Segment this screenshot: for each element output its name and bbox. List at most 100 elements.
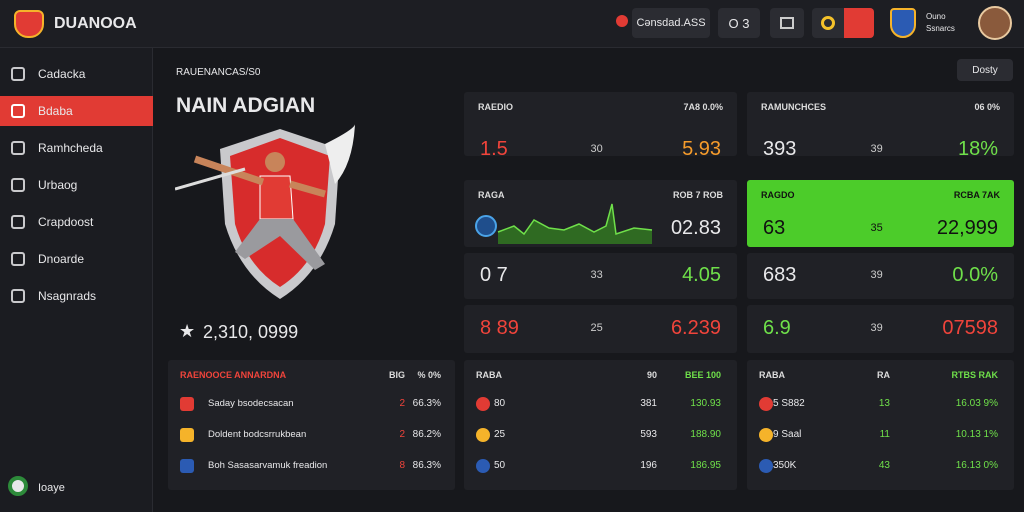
toggle-button[interactable] — [812, 8, 874, 38]
action-button[interactable]: Dosty — [957, 59, 1013, 81]
nav-item[interactable]: Ramhcheda — [0, 133, 153, 163]
nav-item[interactable]: Crapdoost — [0, 207, 153, 237]
card-label: RAEDIO — [478, 102, 514, 112]
breadcrumb: RAUENANCAS/S0 — [176, 67, 261, 78]
card-value: 0 7 — [480, 264, 508, 286]
table-cell[interactable]: Boh Sasasarvamuk freadion — [208, 460, 328, 471]
counter[interactable]: O 3 — [718, 8, 760, 38]
spark-line — [497, 203, 653, 236]
avatar[interactable] — [978, 6, 1012, 40]
table-cell: 43 — [878, 460, 890, 471]
brand: DUANOOA — [54, 15, 137, 32]
table-panel: RABA 90 BEE 100 80 381 130.93 25 593 188.90 50 196… — [464, 360, 737, 490]
table-cell[interactable]: 350K — [773, 460, 797, 471]
search-button[interactable]: Cənsdad.ASS — [632, 8, 710, 38]
card-meta: ROB 7 ROB — [672, 190, 723, 200]
stat-card: 8 89 25 6.239 — [464, 305, 737, 353]
card-value: 30 — [590, 143, 603, 155]
card-value: 39 — [870, 322, 883, 334]
column-header: 90 — [646, 370, 657, 380]
table-cell[interactable]: 9 Saal — [773, 429, 802, 440]
nav-item[interactable]: Cadacka — [0, 59, 153, 89]
table-cell: 196 — [640, 460, 657, 471]
card-value: 25 — [590, 322, 603, 334]
stat-card: RAGDO RCBA 7AK 63 35 22,999 — [747, 180, 1014, 247]
card-value: 22,999 — [936, 216, 998, 239]
nav-icon — [11, 104, 25, 118]
table-cell[interactable]: 5 S882 — [773, 398, 805, 409]
card-value: 35 — [870, 221, 883, 234]
card-value: 393 — [763, 138, 797, 160]
row-icon — [180, 428, 194, 442]
table-cell: 16.13 0% — [955, 460, 998, 471]
table-title: RABA — [759, 370, 785, 380]
column-header: BEE 100 — [684, 370, 721, 380]
sidebar: Ioaye Cadacka Bdaba Ramhcheda Urbaog Crapdoo… — [0, 48, 153, 512]
table-cell[interactable]: Saday bsodecsacan — [208, 398, 294, 409]
sparkline — [475, 203, 653, 244]
row-icon — [759, 459, 773, 473]
legs — [235, 219, 325, 270]
calendar-button[interactable] — [770, 8, 804, 38]
card-value: 33 — [590, 269, 603, 281]
nav-icon — [11, 289, 25, 303]
table-cell[interactable]: 50 — [494, 460, 506, 471]
sidebar-footer[interactable]: Ioaye — [38, 482, 65, 494]
torso — [259, 175, 294, 220]
card-value: 4.05 — [682, 264, 721, 286]
card-value: 07598 — [942, 317, 998, 339]
card-label: RAMUNCHCES — [761, 102, 826, 112]
user-last: Ssnarcs — [926, 24, 955, 33]
card-label: RAGDO — [761, 190, 795, 200]
table-cell[interactable]: 80 — [494, 398, 506, 409]
card-value: 683 — [763, 264, 797, 286]
top-bar: DUANOOA Cənsdad.ASS O 3 Ouno Ssnarcs — [0, 0, 1024, 48]
nav-item[interactable]: Bdaba — [0, 96, 153, 126]
table-title: RAENOOCE ANNARDNA — [180, 370, 287, 380]
card-meta: 7A8 0.0% — [683, 102, 723, 112]
nav-item[interactable]: Nsagnrads — [0, 281, 153, 311]
card-meta: 06 0% — [974, 102, 1000, 112]
user-first: Ouno — [926, 12, 946, 21]
table-cell: 86.3% — [412, 460, 441, 471]
table-cell[interactable]: 25 — [494, 429, 506, 440]
logo — [14, 10, 44, 38]
card-value: 63 — [763, 216, 786, 239]
footer-icon — [8, 476, 28, 496]
table-cell: 593 — [640, 429, 657, 440]
card-meta: RCBA 7AK — [953, 190, 1000, 200]
stat-card: 6.9 39 07598 — [747, 305, 1014, 353]
column-header: BIG — [388, 370, 405, 380]
stat-card: 683 39 0.0% — [747, 253, 1014, 299]
row-icon — [759, 397, 773, 411]
table-cell: 381 — [640, 398, 657, 409]
table-cell: 11 — [879, 429, 890, 440]
row-icon — [476, 428, 490, 442]
nav-item[interactable]: Urbaog — [0, 170, 153, 200]
table-cell: 2 — [399, 429, 405, 440]
arms — [193, 155, 326, 198]
table-cell: 16.03 9% — [955, 398, 998, 409]
hero-title: NAIN ADGIAN — [176, 94, 316, 117]
table-cell: 86.2% — [412, 429, 441, 440]
row-icon — [180, 397, 194, 411]
table-cell[interactable]: Doldent bodcsrrukbean — [208, 429, 307, 440]
card-value: 02.83 — [670, 216, 721, 239]
main: RAUENANCAS/S0 NAIN ADGIAN Dosty ★ 2,310,… — [155, 49, 1024, 489]
stat-card: RAMUNCHCES 06 0% 393 39 18% — [747, 92, 1014, 160]
star-icon: ★ — [179, 321, 196, 341]
stat-card: RAEDIO 7A8 0.0% 1.5 30 5.93 — [464, 92, 737, 160]
nav-item[interactable]: Dnoarde — [0, 244, 153, 274]
nav-icon — [11, 141, 25, 155]
table-cell: 10.13 1% — [955, 429, 998, 440]
table-title: RABA — [476, 370, 502, 380]
rating: 2,310, 0999 — [203, 322, 299, 342]
table-cell: 130.93 — [690, 398, 721, 409]
stat-card: RAGA ROB 7 ROB 02.83 — [464, 180, 737, 247]
table-cell: 186.95 — [690, 460, 721, 471]
spark-area — [498, 204, 652, 244]
card-value: 39 — [870, 269, 883, 281]
team-icon — [475, 215, 497, 237]
